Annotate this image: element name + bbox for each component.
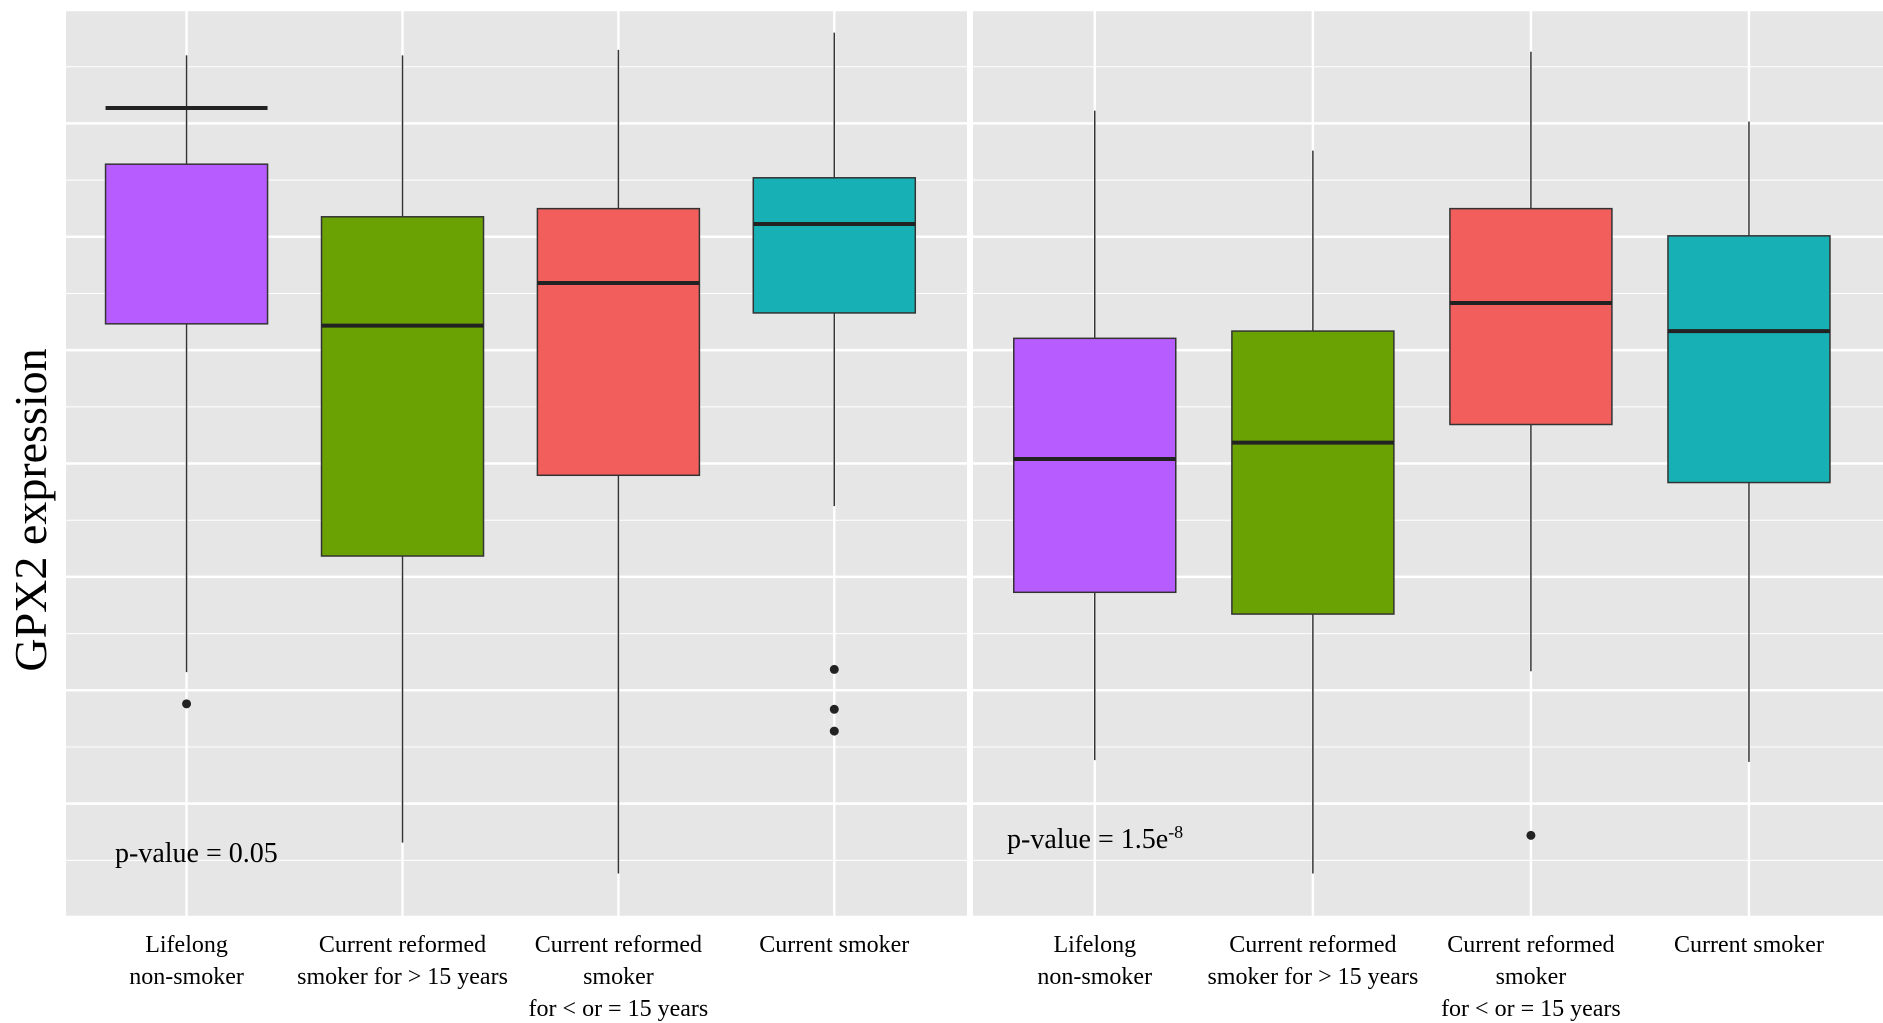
box-body [752, 177, 917, 314]
panel-2: Lifelong non-smoker Current reformed smoker… [973, 8, 1883, 1022]
x-tick-label: Current reformed smoker for > 15 years [1207, 932, 1418, 990]
x-tick-label: Current reformed smoker for > 15 years [297, 932, 508, 990]
outlier-point [182, 699, 192, 709]
box-body [1013, 337, 1177, 594]
box-1 [104, 55, 269, 709]
panel-1: Lifelong non-smoker Current reformed smoker… [66, 8, 967, 1022]
box-body [104, 163, 269, 325]
box-2 [320, 55, 485, 843]
box-body [1667, 235, 1831, 484]
panels: Lifelong non-smoker Current reformed smoker… [66, 8, 1883, 1022]
y-axis-label: GPX2 expression [5, 348, 56, 671]
x-tick-label: Current reformed smoker for < or = 15 year… [529, 932, 709, 1022]
box-4 [1667, 121, 1831, 762]
p-value-annotation: p-value = 1.5e-8 [1007, 822, 1183, 855]
box-body [1449, 207, 1613, 426]
x-tick-label: Current smoker [1674, 932, 1824, 958]
box-3 [536, 49, 701, 874]
box-3 [1449, 51, 1613, 840]
box-1 [1013, 110, 1177, 761]
box-2 [1231, 150, 1395, 874]
x-tick-label: Current reformed smoker for < or = 15 year… [1441, 932, 1621, 1022]
outlier-point [1526, 830, 1536, 840]
outlier-point [829, 726, 839, 736]
x-tick-label: Lifelong non-smoker [129, 932, 244, 990]
box-body [536, 207, 701, 477]
p-value-annotation: p-value = 0.05 [115, 838, 278, 869]
outlier-point [829, 664, 839, 674]
box-body [1231, 330, 1395, 615]
outlier-point [829, 704, 839, 714]
x-tick-label: Current smoker [759, 932, 909, 958]
x-tick-label: Lifelong non-smoker [1037, 932, 1152, 990]
box-body [320, 216, 485, 557]
box-4 [752, 32, 917, 736]
